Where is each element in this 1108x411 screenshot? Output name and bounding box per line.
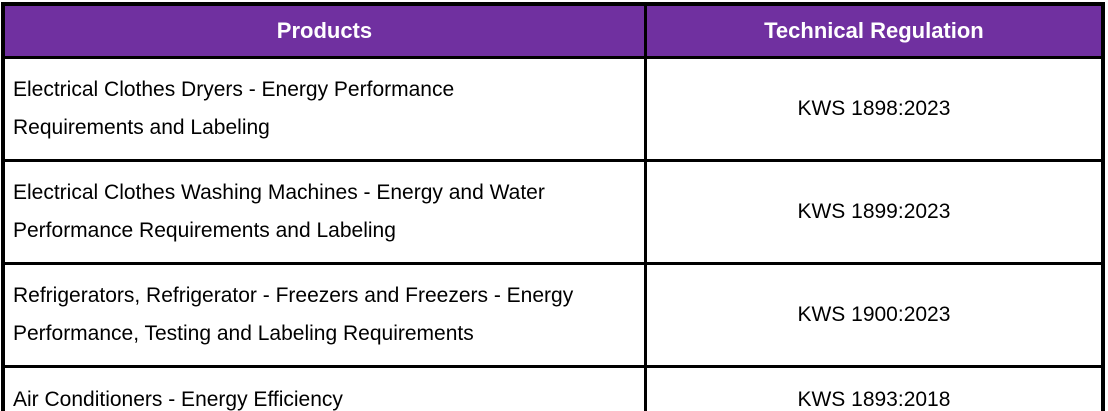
table-row: Electrical Clothes Washing Machines - En… <box>1 159 1105 265</box>
column-header-products: Products <box>1 2 647 59</box>
table-row: Refrigerators, Refrigerator - Freezers a… <box>1 262 1105 368</box>
regulation-cell: KWS 1898:2023 <box>643 56 1105 162</box>
product-cell: Air Conditioners - Energy Efficiency <box>1 365 647 411</box>
regulation-cell: KWS 1899:2023 <box>643 159 1105 265</box>
table-row: Electrical Clothes Dryers - Energy Perfo… <box>1 56 1105 162</box>
header-row: Products Technical Regulation <box>1 2 1105 59</box>
product-cell: Electrical Clothes Dryers - Energy Perfo… <box>1 56 647 162</box>
table-row: Air Conditioners - Energy Efficiency KWS… <box>1 365 1105 411</box>
regulation-cell: KWS 1893:2018 <box>643 365 1105 411</box>
column-header-technical-regulation: Technical Regulation <box>643 2 1105 59</box>
regulation-cell: KWS 1900:2023 <box>643 262 1105 368</box>
product-cell: Refrigerators, Refrigerator - Freezers a… <box>1 262 647 368</box>
product-cell: Electrical Clothes Washing Machines - En… <box>1 159 647 265</box>
